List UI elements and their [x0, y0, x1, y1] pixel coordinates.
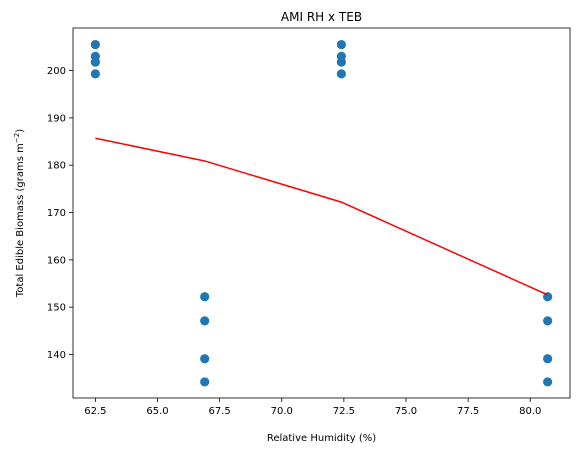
y-tick-label: 160 [47, 255, 66, 266]
scatter-point [543, 354, 553, 364]
scatter-point [200, 354, 210, 364]
scatter-point [200, 292, 210, 302]
x-tick-label: 72.5 [333, 406, 355, 417]
x-axis: 62.5 65.0 67.5 70.0 72.5 75.0 77.5 80.0 [84, 398, 541, 417]
axes-frame [72, 27, 571, 399]
plot-area [90, 39, 553, 387]
scatter-point [90, 39, 100, 50]
x-axis-label: Relative Humidity (%) [267, 433, 376, 444]
y-tick-label: 140 [47, 350, 66, 361]
x-tick-label: 70.0 [271, 406, 293, 417]
scatter-point [90, 69, 100, 79]
y-axis-label-exponent: −2 [13, 133, 21, 143]
chart-title: AMI RH x TEB [281, 10, 362, 24]
y-axis-label: Total Edible Biomass (grams m−2) [13, 129, 26, 298]
x-tick-label: 62.5 [84, 406, 106, 417]
scatter-point [90, 57, 100, 67]
x-tick-label: 67.5 [208, 406, 230, 417]
y-tick-label: 180 [47, 161, 66, 172]
scatter-point [336, 69, 346, 79]
y-tick-label: 170 [47, 208, 66, 219]
scatter-point [543, 316, 553, 326]
y-axis-label-main: Total Edible Biomass (grams m [15, 143, 26, 298]
trend-line [95, 137, 548, 296]
y-tick-label: 150 [47, 303, 66, 314]
x-tick-label: 77.5 [457, 406, 479, 417]
scatter-point [336, 57, 346, 67]
y-axis-label-end: ) [15, 129, 26, 133]
scatter-point [336, 39, 346, 50]
y-axis: 140 150 160 170 180 190 200 [47, 66, 73, 361]
y-tick-label: 190 [47, 113, 66, 124]
y-tick-label: 200 [47, 66, 66, 77]
scatter-point [543, 377, 553, 387]
scatter-point [200, 316, 210, 326]
scatter-point [200, 377, 210, 387]
x-tick-label: 80.0 [519, 406, 541, 417]
x-tick-label: 65.0 [146, 406, 168, 417]
x-tick-label: 75.0 [395, 406, 417, 417]
